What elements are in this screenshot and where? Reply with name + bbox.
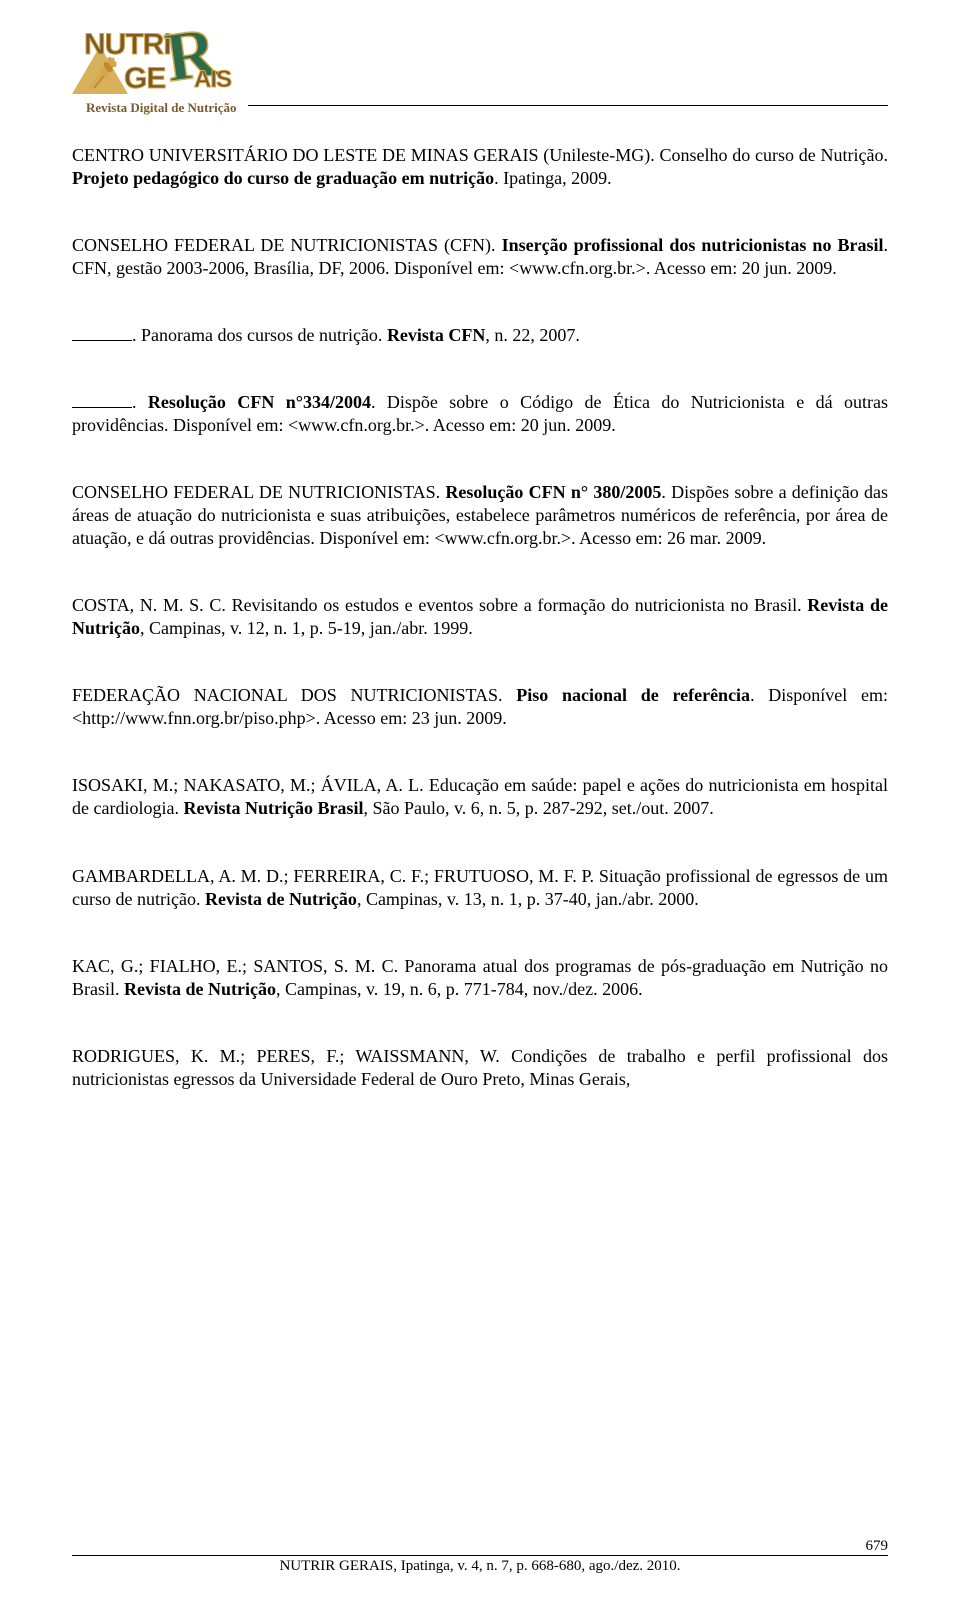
footer-horizontal-rule bbox=[72, 1555, 888, 1556]
reference-entry: ISOSAKI, M.; NAKASATO, M.; ÁVILA, A. L. … bbox=[72, 774, 888, 820]
logo-text-nutri: NUTRI bbox=[84, 28, 171, 62]
reference-title: Revista Nutrição Brasil bbox=[183, 798, 363, 818]
reference-text: , Campinas, v. 19, n. 6, p. 771-784, nov… bbox=[276, 979, 643, 999]
reference-title: Resolução CFN n°334/2004 bbox=[148, 392, 371, 412]
logo-text-ais: AIS bbox=[194, 66, 231, 94]
reference-entry: FEDERAÇÃO NACIONAL DOS NUTRICIONISTAS. P… bbox=[72, 684, 888, 730]
references-content: CENTRO UNIVERSITÁRIO DO LESTE DE MINAS G… bbox=[72, 144, 888, 1091]
footer-row: NUTRIR GERAIS, Ipatinga, v. 4, n. 7, p. … bbox=[72, 1558, 888, 1575]
reference-text: , São Paulo, v. 6, n. 5, p. 287-292, set… bbox=[363, 798, 713, 818]
reference-title: Resolução CFN n° 380/2005 bbox=[445, 482, 661, 502]
repeated-author-line bbox=[72, 340, 132, 341]
reference-title: Projeto pedagógico do curso de graduação… bbox=[72, 168, 494, 188]
reference-entry: GAMBARDELLA, A. M. D.; FERREIRA, C. F.; … bbox=[72, 865, 888, 911]
page-footer: 679 NUTRIR GERAIS, Ipatinga, v. 4, n. 7,… bbox=[72, 1538, 888, 1575]
reference-entry: CONSELHO FEDERAL DE NUTRICIONISTAS (CFN)… bbox=[72, 234, 888, 280]
footer-citation: NUTRIR GERAIS, Ipatinga, v. 4, n. 7, p. … bbox=[72, 1558, 888, 1575]
reference-text: COSTA, N. M. S. C. Revisitando os estudo… bbox=[72, 595, 807, 615]
reference-text: CONSELHO FEDERAL DE NUTRICIONISTAS (CFN)… bbox=[72, 235, 502, 255]
reference-title: Revista de Nutrição bbox=[124, 979, 276, 999]
reference-title: Revista CFN bbox=[387, 325, 485, 345]
page-number: 679 bbox=[72, 1538, 888, 1555]
reference-text: RODRIGUES, K. M.; PERES, F.; WAISSMANN, … bbox=[72, 1046, 888, 1089]
reference-entry: . Panorama dos cursos de nutrição. Revis… bbox=[72, 324, 888, 347]
reference-title: Revista de Nutrição bbox=[205, 889, 357, 909]
reference-title: Piso nacional de referência bbox=[516, 685, 750, 705]
reference-entry: CENTRO UNIVERSITÁRIO DO LESTE DE MINAS G… bbox=[72, 144, 888, 190]
reference-text: , n. 22, 2007. bbox=[485, 325, 580, 345]
reference-entry: . Resolução CFN n°334/2004. Dispõe sobre… bbox=[72, 391, 888, 437]
reference-text: , Campinas, v. 12, n. 1, p. 5-19, jan./a… bbox=[140, 618, 473, 638]
reference-text: . Ipatinga, 2009. bbox=[494, 168, 611, 188]
reference-title: Inserção profissional dos nutricionistas… bbox=[502, 235, 884, 255]
reference-text: CENTRO UNIVERSITÁRIO DO LESTE DE MINAS G… bbox=[72, 145, 888, 165]
reference-text: , Campinas, v. 13, n. 1, p. 37-40, jan./… bbox=[357, 889, 699, 909]
page-header: NUTRI R GE AIS Revista Digital de Nutriç… bbox=[72, 20, 888, 116]
reference-text: . Panorama dos cursos de nutrição. bbox=[132, 325, 387, 345]
reference-text: . bbox=[132, 392, 148, 412]
page-container: NUTRI R GE AIS Revista Digital de Nutriç… bbox=[0, 0, 960, 1599]
journal-logo: NUTRI R GE AIS Revista Digital de Nutriç… bbox=[72, 20, 244, 116]
logo-text-ge: GE bbox=[124, 62, 165, 96]
reference-text: CONSELHO FEDERAL DE NUTRICIONISTAS. bbox=[72, 482, 445, 502]
reference-entry: CONSELHO FEDERAL DE NUTRICIONISTAS. Reso… bbox=[72, 481, 888, 550]
logo-subtitle: Revista Digital de Nutrição bbox=[86, 100, 237, 116]
reference-text: FEDERAÇÃO NACIONAL DOS NUTRICIONISTAS. bbox=[72, 685, 516, 705]
header-horizontal-rule bbox=[248, 105, 888, 106]
reference-entry: KAC, G.; FIALHO, E.; SANTOS, S. M. C. Pa… bbox=[72, 955, 888, 1001]
reference-entry: RODRIGUES, K. M.; PERES, F.; WAISSMANN, … bbox=[72, 1045, 888, 1091]
reference-entry: COSTA, N. M. S. C. Revisitando os estudo… bbox=[72, 594, 888, 640]
repeated-author-line bbox=[72, 407, 132, 408]
